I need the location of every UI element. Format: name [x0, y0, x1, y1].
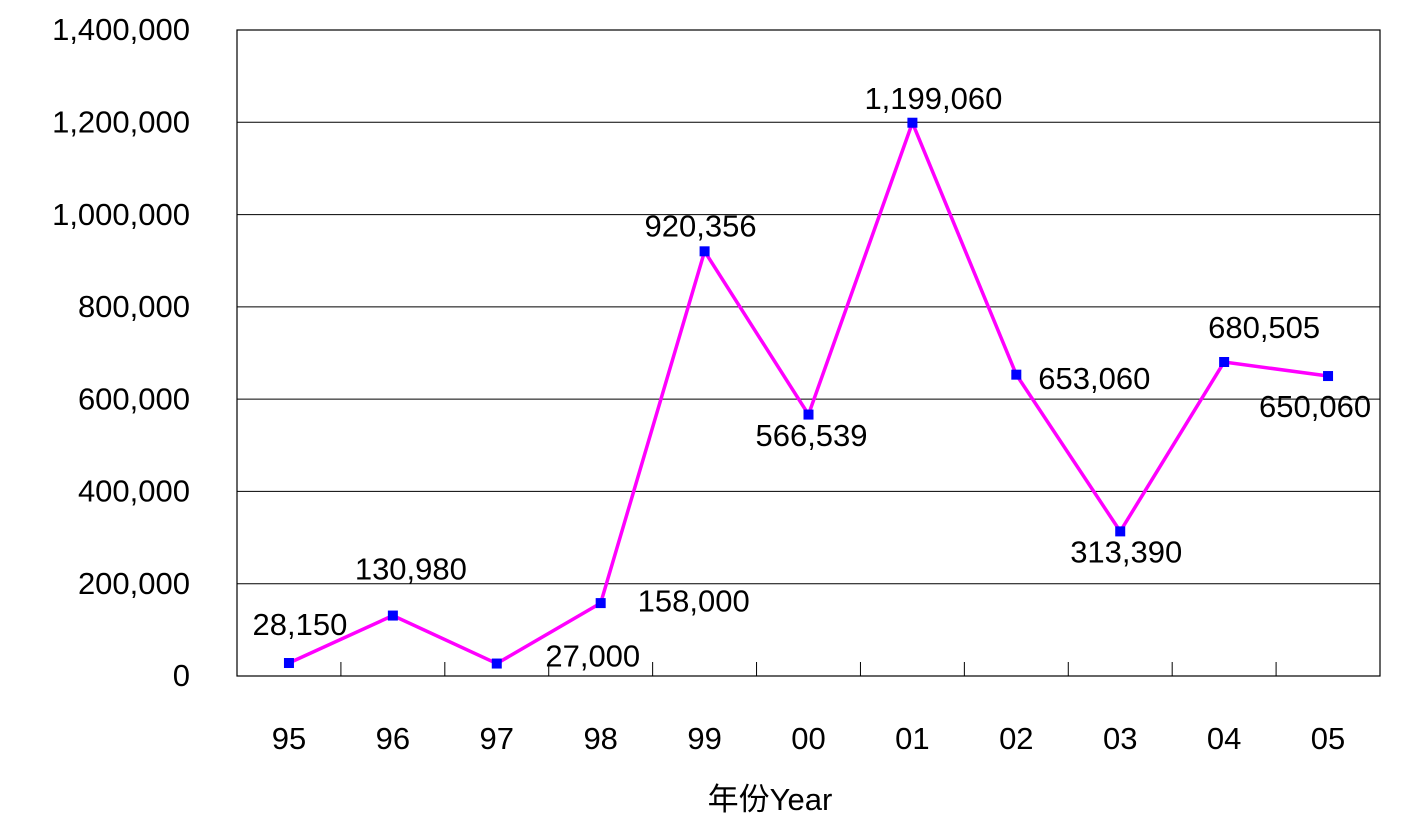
y-tick-label: 1,200,000 [52, 104, 190, 139]
x-tick-label: 97 [480, 721, 514, 756]
x-tick-label: 99 [687, 721, 721, 756]
marker [1323, 371, 1334, 382]
plot-border [236, 29, 1381, 677]
marker [699, 246, 710, 257]
marker [1115, 526, 1126, 537]
data-label: 313,390 [1070, 535, 1182, 570]
x-axis-label: 年份Year [708, 782, 833, 817]
marker [1011, 369, 1022, 380]
data-label: 1,199,060 [864, 81, 1002, 116]
data-label: 27,000 [545, 639, 640, 674]
data-label: 680,505 [1208, 310, 1320, 345]
data-label: 920,356 [645, 209, 757, 244]
marker [595, 598, 606, 609]
x-tick-label: 05 [1311, 721, 1345, 756]
x-tick-label: 95 [272, 721, 306, 756]
data-label: 28,150 [253, 607, 348, 642]
marker [387, 610, 398, 621]
x-tick-label: 96 [376, 721, 410, 756]
marker [803, 409, 814, 420]
marker [1219, 356, 1230, 367]
y-tick-label: 600,000 [78, 381, 190, 416]
marker [283, 658, 294, 669]
x-tick-label: 02 [999, 721, 1033, 756]
data-label: 650,060 [1259, 389, 1371, 424]
marker [491, 658, 502, 669]
x-tick-label: 04 [1207, 721, 1241, 756]
data-label: 158,000 [638, 583, 750, 618]
y-tick-label: 0 [173, 658, 190, 693]
y-tick-label: 400,000 [78, 474, 190, 509]
data-label: 653,060 [1038, 361, 1150, 396]
y-tick-label: 1,000,000 [52, 197, 190, 232]
x-tick-label: 00 [791, 721, 825, 756]
y-tick-label: 1,400,000 [52, 12, 190, 47]
marker [907, 117, 918, 128]
data-label: 130,980 [355, 552, 467, 587]
x-tick-label: 98 [583, 721, 617, 756]
data-label: 566,539 [755, 418, 867, 453]
y-tick-label: 200,000 [78, 566, 190, 601]
x-tick-label: 01 [895, 721, 929, 756]
x-tick-label: 03 [1103, 721, 1137, 756]
y-tick-label: 800,000 [78, 289, 190, 324]
